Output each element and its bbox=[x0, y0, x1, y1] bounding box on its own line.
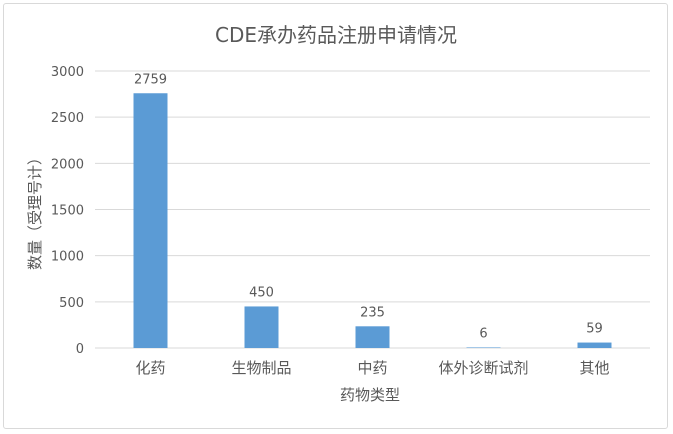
x-tick-label: 其他 bbox=[579, 359, 609, 377]
y-axis-label: 数量（受理号计） bbox=[26, 150, 44, 270]
y-tick-label: 2000 bbox=[51, 157, 84, 172]
y-tick-label: 3000 bbox=[51, 65, 84, 80]
y-tick-label: 500 bbox=[59, 296, 84, 311]
y-tick-label: 1500 bbox=[51, 204, 84, 219]
x-tick-label: 化药 bbox=[135, 359, 165, 377]
chart-frame bbox=[3, 3, 668, 429]
data-label: 235 bbox=[360, 305, 385, 320]
x-tick-label: 生物制品 bbox=[231, 359, 291, 377]
chart-title: CDE承办药品注册申请情况 bbox=[215, 23, 457, 47]
y-tick-label: 2500 bbox=[51, 111, 84, 126]
data-label: 450 bbox=[249, 285, 274, 300]
bar bbox=[244, 306, 279, 348]
bar bbox=[355, 326, 390, 348]
bar bbox=[133, 93, 168, 348]
y-tick-label: 0 bbox=[76, 342, 84, 357]
data-label: 59 bbox=[586, 322, 603, 337]
data-label: 2759 bbox=[134, 72, 167, 87]
x-tick-label: 中药 bbox=[357, 359, 387, 377]
data-label: 6 bbox=[479, 326, 487, 341]
x-tick-label: 体外诊断试剂 bbox=[438, 359, 528, 377]
y-tick-label: 1000 bbox=[51, 250, 84, 265]
bar bbox=[577, 342, 612, 348]
x-axis-label: 药物类型 bbox=[340, 386, 400, 404]
bar bbox=[466, 347, 501, 348]
